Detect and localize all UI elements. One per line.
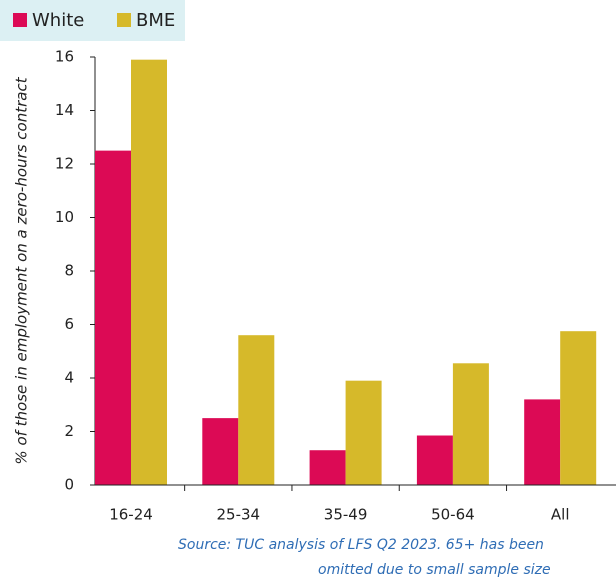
y-tick-label: 4 bbox=[64, 369, 74, 387]
bar bbox=[524, 399, 561, 485]
x-tick-label: 16-24 bbox=[109, 506, 153, 524]
bar bbox=[131, 59, 167, 486]
legend-label: BME bbox=[136, 10, 175, 31]
y-axis-title: % of those in employment on a zero-hours… bbox=[13, 76, 31, 464]
y-tick-label: 2 bbox=[64, 422, 74, 440]
y-tick-label: 16 bbox=[55, 48, 74, 66]
source-note: omitted due to small sample size bbox=[318, 562, 551, 578]
x-tick-label: All bbox=[551, 506, 570, 524]
x-tick-label: 35-49 bbox=[324, 506, 368, 524]
legend-label: White bbox=[32, 10, 84, 31]
y-tick-label: 6 bbox=[64, 315, 74, 333]
x-tick-label: 25-34 bbox=[217, 506, 261, 524]
bar bbox=[416, 435, 453, 485]
bar bbox=[95, 150, 131, 485]
y-tick-label: 8 bbox=[64, 262, 74, 280]
legend-background bbox=[0, 0, 185, 41]
y-tick-label: 12 bbox=[55, 155, 74, 173]
y-tick-label: 0 bbox=[64, 476, 74, 494]
legend-swatch bbox=[13, 13, 27, 27]
bar bbox=[560, 331, 597, 485]
bar bbox=[238, 335, 275, 485]
y-tick-label: 10 bbox=[55, 208, 74, 226]
bar bbox=[452, 363, 489, 485]
y-tick-label: 14 bbox=[55, 101, 74, 119]
legend-swatch bbox=[117, 13, 131, 27]
x-tick-label: 50-64 bbox=[431, 506, 475, 524]
source-note: Source: TUC analysis of LFS Q2 2023. 65+… bbox=[178, 537, 544, 553]
bar bbox=[345, 380, 382, 485]
bar bbox=[202, 418, 239, 485]
bar bbox=[309, 450, 346, 485]
